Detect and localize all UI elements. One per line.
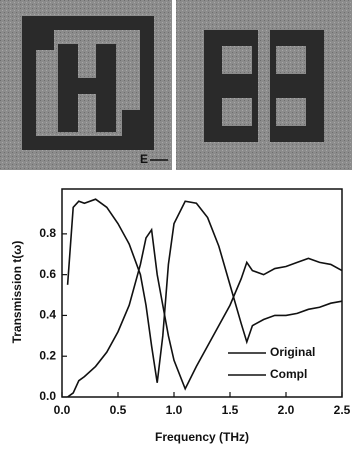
y-tick-label: 0.2 [39, 348, 56, 362]
left-micrograph: E [0, 0, 172, 170]
y-tick-label: 0.6 [39, 267, 56, 281]
figure: E Frequency (THz) Transmission t(ω) 0.00… [0, 0, 355, 452]
x-tick-label: 0.0 [54, 403, 71, 417]
legend-label: Compl [270, 367, 307, 381]
y-tick-label: 0.0 [39, 389, 56, 403]
plot-frame [62, 189, 342, 397]
y-tick-label: 0.4 [39, 308, 56, 322]
x-tick-label: 2.0 [278, 403, 295, 417]
x-tick-label: 0.5 [110, 403, 127, 417]
x-axis-label: Frequency (THz) [155, 430, 249, 444]
x-tick-label: 2.5 [334, 403, 351, 417]
right-micrograph [176, 0, 352, 170]
field-label: E [140, 152, 148, 166]
y-axis-label: Transmission t(ω) [10, 241, 24, 344]
legend-label: Original [270, 345, 315, 359]
x-tick-label: 1.5 [222, 403, 239, 417]
y-tick-label: 0.8 [39, 226, 56, 240]
x-tick-label: 1.0 [166, 403, 183, 417]
